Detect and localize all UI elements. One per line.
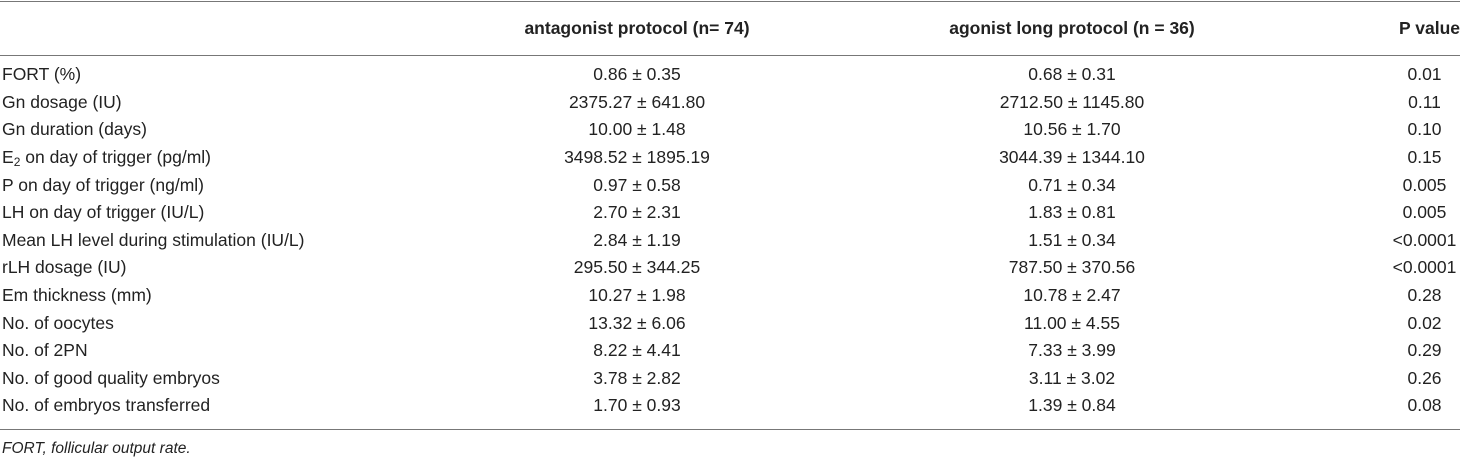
cell-value: 2.84 ± 1.19 (593, 229, 681, 250)
cell-value: 2712.50 ± 1145.80 (999, 91, 1145, 112)
cell-value: 10.27 ± 1.98 (588, 285, 686, 306)
row-label: rLH dosage (IU) (2, 257, 127, 278)
cell-value: 0.29 (1407, 340, 1442, 361)
row-label: Mean LH level during stimulation (IU/L) (2, 229, 305, 250)
cell-value: 0.86 ± 0.35 (593, 64, 681, 85)
label-part: on day of trigger (pg/ml) (20, 147, 212, 168)
cell-value: 0.01 (1407, 64, 1442, 85)
cell-value: 0.08 (1407, 395, 1442, 416)
cell-value: 1.39 ± 0.84 (1028, 395, 1116, 416)
row-label: E2 on day of trigger (pg/ml) (0, 144, 422, 172)
cell-value: <0.0001 (1392, 257, 1457, 278)
cell-value: <0.0001 (1392, 229, 1457, 250)
cell-value: 0.68 ± 0.31 (1028, 64, 1116, 85)
table-row: No. of embryos transferred 1.70 ± 0.93 1.3… (0, 392, 1460, 430)
cell-value: 13.32 ± 6.06 (588, 312, 686, 333)
cell-value: 0.28 (1407, 285, 1442, 306)
table-row: Gn dosage (IU) 2375.27 ± 641.80 2712.50 ± … (0, 89, 1460, 117)
table-header: antagonist protocol (n= 74) agonist long … (0, 1, 1460, 56)
footnote: FORT, follicular output rate. (2, 440, 191, 457)
table-row: FORT (%) 0.86 ± 0.35 0.68 ± 0.31 0.01 (0, 56, 1460, 89)
header-row: antagonist protocol (n= 74) agonist long … (0, 1, 1460, 56)
cell-value: 0.15 (1407, 147, 1442, 168)
table-body: FORT (%) 0.86 ± 0.35 0.68 ± 0.31 0.01 Gn dos… (0, 56, 1460, 430)
cell-value: 7.33 ± 3.99 (1028, 340, 1116, 361)
cell-value: 10.56 ± 1.70 (1023, 119, 1121, 140)
row-label: P on day of trigger (ng/ml) (2, 174, 204, 195)
table-row: No. of 2PN 8.22 ± 4.41 7.33 ± 3.99 0.29 (0, 337, 1460, 365)
table-row: Mean LH level during stimulation (IU/L) 2… (0, 227, 1460, 255)
cell-value: 1.51 ± 0.34 (1028, 229, 1116, 250)
row-label: Gn duration (days) (2, 119, 147, 140)
cell-value: 10.78 ± 2.47 (1023, 285, 1121, 306)
cell-value: 3498.52 ± 1895.19 (564, 147, 710, 168)
cell-value: 0.005 (1402, 202, 1447, 223)
label-part: E (2, 147, 14, 168)
column-header: agonist long protocol (n = 36) (949, 18, 1195, 38)
table-row: P on day of trigger (ng/ml) 0.97 ± 0.58 0.… (0, 171, 1460, 199)
cell-value: 3.11 ± 3.02 (1028, 367, 1116, 388)
table-row: rLH dosage (IU) 295.50 ± 344.25 787.50 ± 3… (0, 254, 1460, 282)
cell-value: 10.00 ± 1.48 (588, 119, 686, 140)
cell-value: 3.78 ± 2.82 (593, 367, 681, 388)
cell-value: 1.83 ± 0.81 (1028, 202, 1116, 223)
cell-value: 295.50 ± 344.25 (573, 257, 701, 278)
column-header: P value (1399, 18, 1460, 38)
row-label: No. of embryos transferred (2, 395, 211, 416)
cell-value: 787.50 ± 370.56 (1008, 257, 1136, 278)
table-row: E2 on day of trigger (pg/ml) 3498.52 ± 18… (0, 144, 1460, 172)
cell-value: 2.70 ± 2.31 (593, 202, 681, 223)
cell-value: 0.71 ± 0.34 (1028, 174, 1116, 195)
data-table: antagonist protocol (n= 74) agonist long … (0, 1, 1460, 430)
subscript: 2 (13, 155, 21, 170)
cell-value: 11.00 ± 4.55 (1024, 312, 1120, 333)
row-label: No. of 2PN (2, 340, 88, 361)
table-row: No. of good quality embryos 3.78 ± 2.82 3.… (0, 365, 1460, 393)
cell-value: 0.11 (1408, 91, 1441, 112)
cell-value: 0.10 (1407, 119, 1442, 140)
cell-value: 0.005 (1402, 174, 1447, 195)
column-header: antagonist protocol (n= 74) (524, 18, 750, 38)
cell-value: 0.97 ± 0.58 (593, 174, 681, 195)
table-row: Gn duration (days) 10.00 ± 1.48 10.56 ± 1.… (0, 116, 1460, 144)
cell-value: 1.70 ± 0.93 (593, 395, 681, 416)
cell-value: 0.02 (1407, 312, 1442, 333)
table-row: Em thickness (mm) 10.27 ± 1.98 10.78 ± 2.4… (0, 282, 1460, 310)
row-label: LH on day of trigger (IU/L) (2, 202, 205, 223)
row-label: No. of good quality embryos (2, 367, 220, 388)
row-label: Gn dosage (IU) (2, 91, 122, 112)
cell-value: 0.26 (1407, 367, 1442, 388)
cell-value: 8.22 ± 4.41 (593, 340, 681, 361)
row-label: FORT (%) (2, 64, 82, 85)
cell-value: 2375.27 ± 641.80 (568, 91, 706, 112)
cell-value: 3044.39 ± 1344.10 (999, 147, 1145, 168)
row-label: No. of oocytes (2, 312, 114, 333)
table-row: LH on day of trigger (IU/L) 2.70 ± 2.31 1.… (0, 199, 1460, 227)
table-row: No. of oocytes 13.32 ± 6.06 11.00 ± 4.55 0.… (0, 309, 1460, 337)
header-blank (0, 2, 422, 56)
row-label: Em thickness (mm) (2, 285, 152, 306)
